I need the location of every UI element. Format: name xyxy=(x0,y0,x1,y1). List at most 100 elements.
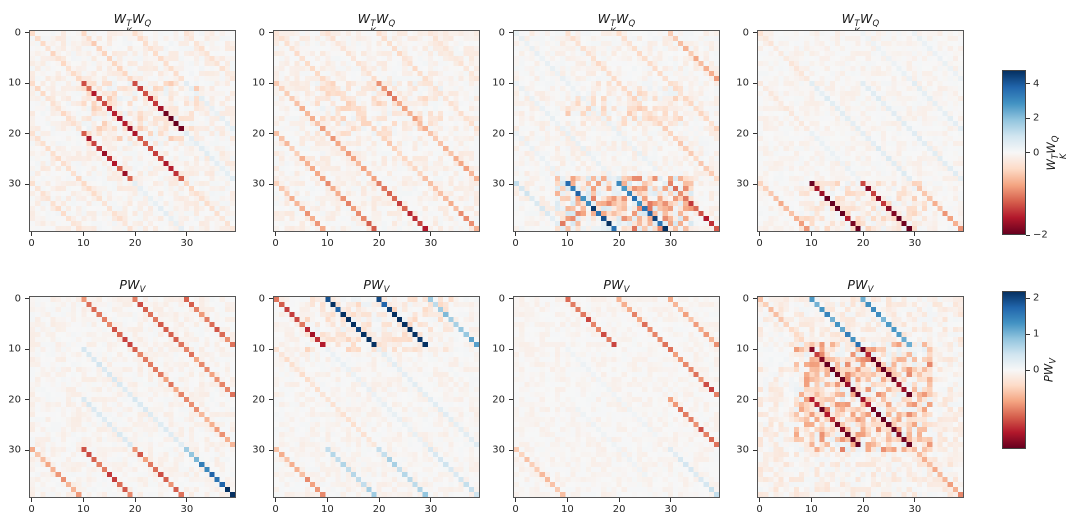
x-tick-mark xyxy=(186,232,188,236)
y-tick-label: 30 xyxy=(492,178,505,190)
x-tick-mark xyxy=(862,498,864,502)
y-tick-label: 30 xyxy=(252,178,265,190)
heatmap-r0c1 xyxy=(274,31,479,231)
y-tick-label: 20 xyxy=(252,394,265,406)
y-tick-label: 30 xyxy=(492,444,505,456)
y-tick-label: 20 xyxy=(736,128,749,140)
x-tick-mark xyxy=(134,232,136,236)
x-tick-mark xyxy=(670,232,672,236)
x-tick-label: 20 xyxy=(128,238,142,249)
y-tick-mark xyxy=(509,82,513,84)
x-tick-mark xyxy=(326,232,328,236)
y-tick-label: 0 xyxy=(498,293,505,305)
panel-title: PWV xyxy=(603,277,630,295)
y-tick-label: 10 xyxy=(492,77,505,89)
heatmap-r0c0 xyxy=(30,31,235,231)
y-tick-mark xyxy=(25,183,29,185)
x-tick-label: 20 xyxy=(372,238,386,249)
y-tick-mark xyxy=(509,449,513,451)
x-tick-mark xyxy=(515,232,517,236)
x-tick-label: 30 xyxy=(664,504,678,515)
y-tick-mark xyxy=(25,32,29,34)
x-tick-label: 20 xyxy=(612,238,626,249)
colorbar-tick-mark xyxy=(1026,369,1030,371)
colorbar-tick-label: 0 xyxy=(1033,364,1040,376)
x-tick-label: 20 xyxy=(856,504,870,515)
y-tick-mark xyxy=(269,32,273,34)
y-tick-label: 30 xyxy=(736,178,749,190)
heatmap-r1c2 xyxy=(514,297,719,497)
x-tick-label: 0 xyxy=(756,504,763,515)
y-tick-mark xyxy=(509,133,513,135)
heatmap-r1c1 xyxy=(274,297,479,497)
y-tick-mark xyxy=(753,399,757,401)
y-tick-mark xyxy=(753,348,757,350)
heatmap-r0c3 xyxy=(758,31,963,231)
y-tick-label: 20 xyxy=(8,128,21,140)
y-tick-mark xyxy=(269,449,273,451)
y-tick-mark xyxy=(25,348,29,350)
heatmap-r1c3 xyxy=(758,297,963,497)
y-tick-mark xyxy=(753,32,757,34)
x-tick-mark xyxy=(618,498,620,502)
x-tick-mark xyxy=(31,498,33,502)
colorbar-tick-label: 2 xyxy=(1033,112,1040,124)
x-tick-mark xyxy=(378,232,380,236)
x-tick-mark xyxy=(566,498,568,502)
y-tick-mark xyxy=(269,133,273,135)
colorbar-tick-label: 0 xyxy=(1033,147,1040,158)
y-tick-mark xyxy=(509,298,513,300)
x-tick-label: 30 xyxy=(180,238,194,249)
y-tick-label: 30 xyxy=(252,444,265,456)
colorbar-tick-mark xyxy=(1026,152,1030,153)
x-tick-label: 30 xyxy=(908,238,922,249)
x-tick-mark xyxy=(862,232,864,236)
colorbar-tick-mark xyxy=(1026,83,1030,85)
x-tick-mark xyxy=(759,498,761,502)
colorbar-axis-label: PWV xyxy=(1041,357,1059,383)
y-tick-mark xyxy=(269,82,273,84)
y-tick-label: 30 xyxy=(736,444,749,456)
x-tick-mark xyxy=(134,498,136,502)
x-tick-label: 30 xyxy=(424,238,438,249)
y-tick-label: 10 xyxy=(252,343,265,355)
x-tick-label: 10 xyxy=(76,504,90,515)
y-tick-label: 0 xyxy=(258,293,265,305)
y-tick-mark xyxy=(25,399,29,401)
x-tick-label: 10 xyxy=(560,238,574,249)
heatmap-r0c2 xyxy=(514,31,719,231)
x-tick-mark xyxy=(618,232,620,236)
colorbar-top xyxy=(1002,70,1026,235)
colorbar-tick-mark xyxy=(1026,297,1030,299)
y-tick-mark xyxy=(753,298,757,300)
y-tick-mark xyxy=(25,133,29,135)
colorbar-tick-label: 4 xyxy=(1033,78,1040,90)
x-tick-label: 0 xyxy=(272,238,279,249)
y-tick-label: 0 xyxy=(742,27,749,39)
y-tick-mark xyxy=(269,298,273,300)
y-tick-label: 20 xyxy=(736,394,749,406)
x-tick-label: 0 xyxy=(512,504,519,515)
x-tick-mark xyxy=(914,498,916,502)
y-tick-label: 30 xyxy=(8,444,21,456)
panel-title: PWV xyxy=(847,277,874,295)
x-tick-label: 30 xyxy=(180,504,194,515)
x-tick-label: 0 xyxy=(272,504,279,515)
x-tick-label: 30 xyxy=(908,504,922,515)
y-tick-label: 0 xyxy=(258,27,265,39)
x-tick-mark xyxy=(430,232,432,236)
colorbar-tick-mark xyxy=(1026,234,1030,236)
y-tick-label: 10 xyxy=(492,343,505,355)
x-tick-mark xyxy=(326,498,328,502)
y-tick-label: 20 xyxy=(492,128,505,140)
x-tick-label: 10 xyxy=(320,238,334,249)
x-tick-label: 10 xyxy=(804,238,818,249)
x-tick-label: 10 xyxy=(560,504,574,515)
x-tick-mark xyxy=(810,232,812,236)
colorbar-tick-label: 2 xyxy=(1033,292,1040,304)
colorbar-axis-label: W T K WQ xyxy=(1043,134,1069,171)
panel-title: PWV xyxy=(119,277,146,295)
y-tick-mark xyxy=(509,32,513,34)
y-tick-label: 20 xyxy=(492,394,505,406)
